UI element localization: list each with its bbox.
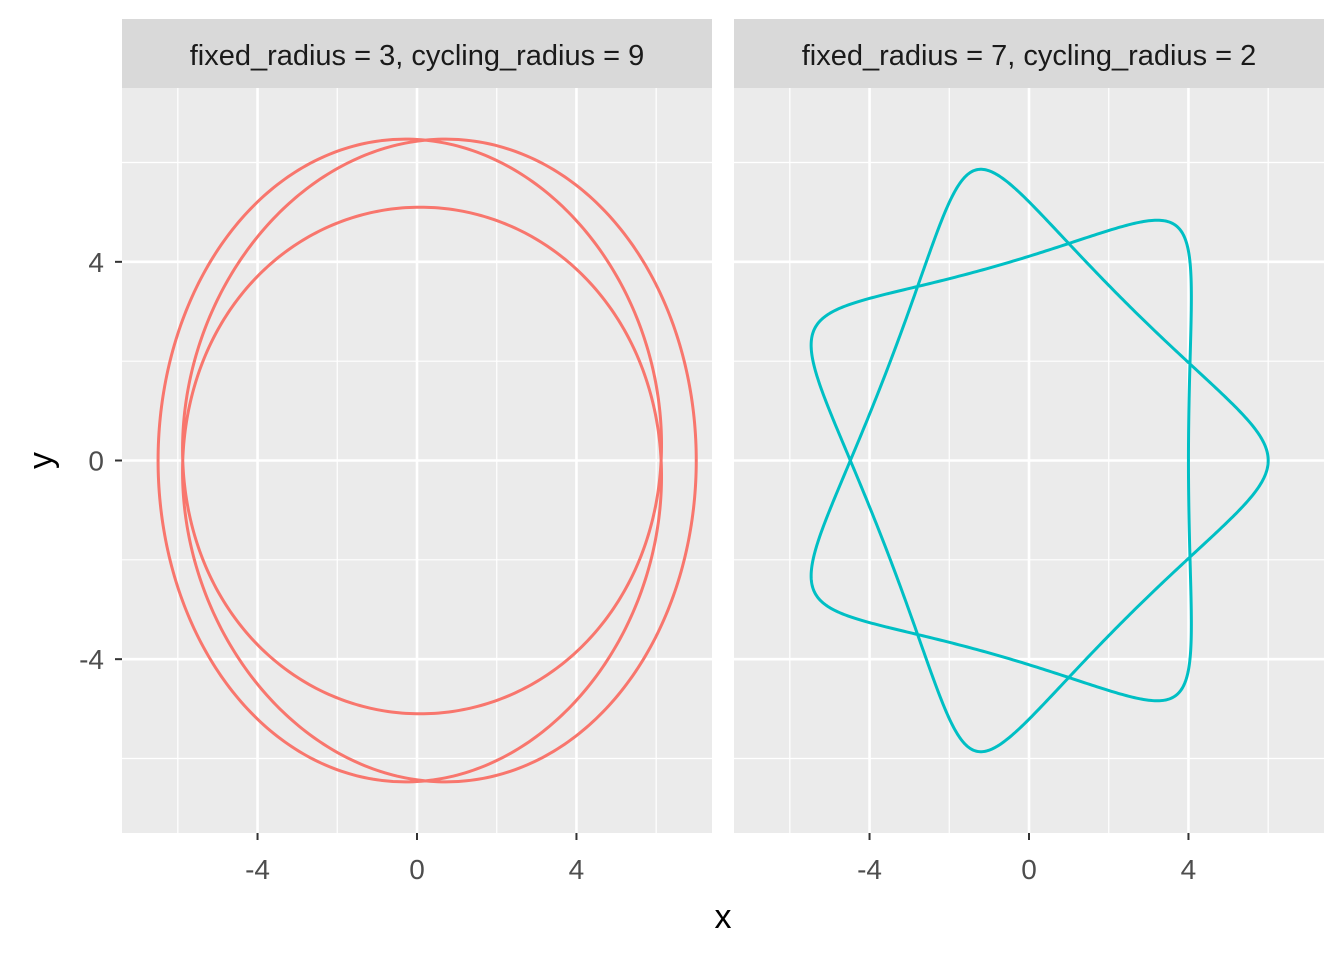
x-tick-label: 4 — [1181, 854, 1197, 885]
y-tick-label: -4 — [79, 644, 104, 675]
x-tick-label: 0 — [1021, 854, 1037, 885]
x-tick-label: 4 — [569, 854, 585, 885]
spirograph-curve-teal — [809, 167, 1270, 754]
x-tick-label: -4 — [857, 854, 882, 885]
x-axis-ticks: -4 0 4 — [245, 833, 584, 885]
y-tick-label: 0 — [88, 446, 104, 477]
spirograph-curve-red — [156, 137, 698, 784]
y-tick-label: 4 — [88, 247, 104, 278]
facet-strip — [734, 19, 1324, 88]
facet-panel-right: fixed_radius = 7, cycling_radius = 2 -4 0… — [734, 19, 1324, 885]
y-axis-title: y — [22, 452, 60, 469]
facet-strip-label: fixed_radius = 7, cycling_radius = 2 — [802, 40, 1257, 72]
x-axis-ticks: -4 0 4 — [857, 833, 1196, 885]
facet-panel-left: fixed_radius = 3, cycling_radius = 9 -4 0… — [122, 19, 712, 885]
facet-strip — [122, 19, 712, 88]
gridlines — [734, 88, 1324, 833]
gridlines — [122, 88, 712, 833]
x-tick-label: 0 — [409, 854, 425, 885]
x-tick-label: -4 — [245, 854, 270, 885]
y-axis: -4 0 4 — [79, 247, 122, 675]
facet-strip-label: fixed_radius = 3, cycling_radius = 9 — [190, 40, 645, 72]
x-axis-title: x — [715, 898, 732, 936]
